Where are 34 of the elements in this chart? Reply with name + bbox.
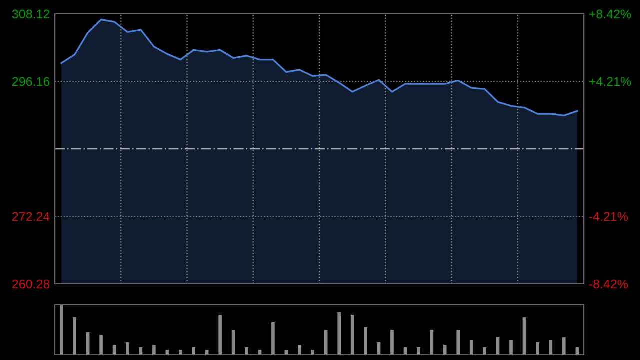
bar xyxy=(60,305,64,355)
y-tick-label: 308.12 xyxy=(12,10,50,19)
bar xyxy=(364,328,368,355)
bar xyxy=(311,350,315,355)
bar xyxy=(443,345,447,355)
y2-tick-label: +4.21% xyxy=(589,77,632,86)
bar xyxy=(536,342,540,355)
bar xyxy=(456,330,460,355)
y2-tick-label: +8.42% xyxy=(589,10,632,19)
bar xyxy=(576,348,580,355)
bar xyxy=(390,330,394,355)
bar xyxy=(338,312,341,355)
bar xyxy=(152,345,156,355)
bar xyxy=(178,350,182,355)
bar xyxy=(218,315,222,355)
bar xyxy=(126,342,130,355)
y2-tick-label: -8.42% xyxy=(589,280,628,289)
y-tick-label: 272.24 xyxy=(12,212,50,222)
bar xyxy=(350,315,354,355)
y2-tick-label: -4.21% xyxy=(589,212,628,222)
y-tick-label: 296.16 xyxy=(12,77,50,86)
bar xyxy=(562,338,566,355)
bar xyxy=(73,318,76,355)
bar xyxy=(100,335,103,355)
bar xyxy=(272,322,275,355)
bar xyxy=(245,348,248,355)
bar xyxy=(510,340,513,355)
bar xyxy=(522,318,526,355)
bar xyxy=(192,348,196,355)
bar xyxy=(324,330,328,355)
y-tick-label: 260.28 xyxy=(12,280,50,289)
bar xyxy=(417,348,420,355)
bar xyxy=(483,348,486,355)
bar xyxy=(298,345,302,355)
